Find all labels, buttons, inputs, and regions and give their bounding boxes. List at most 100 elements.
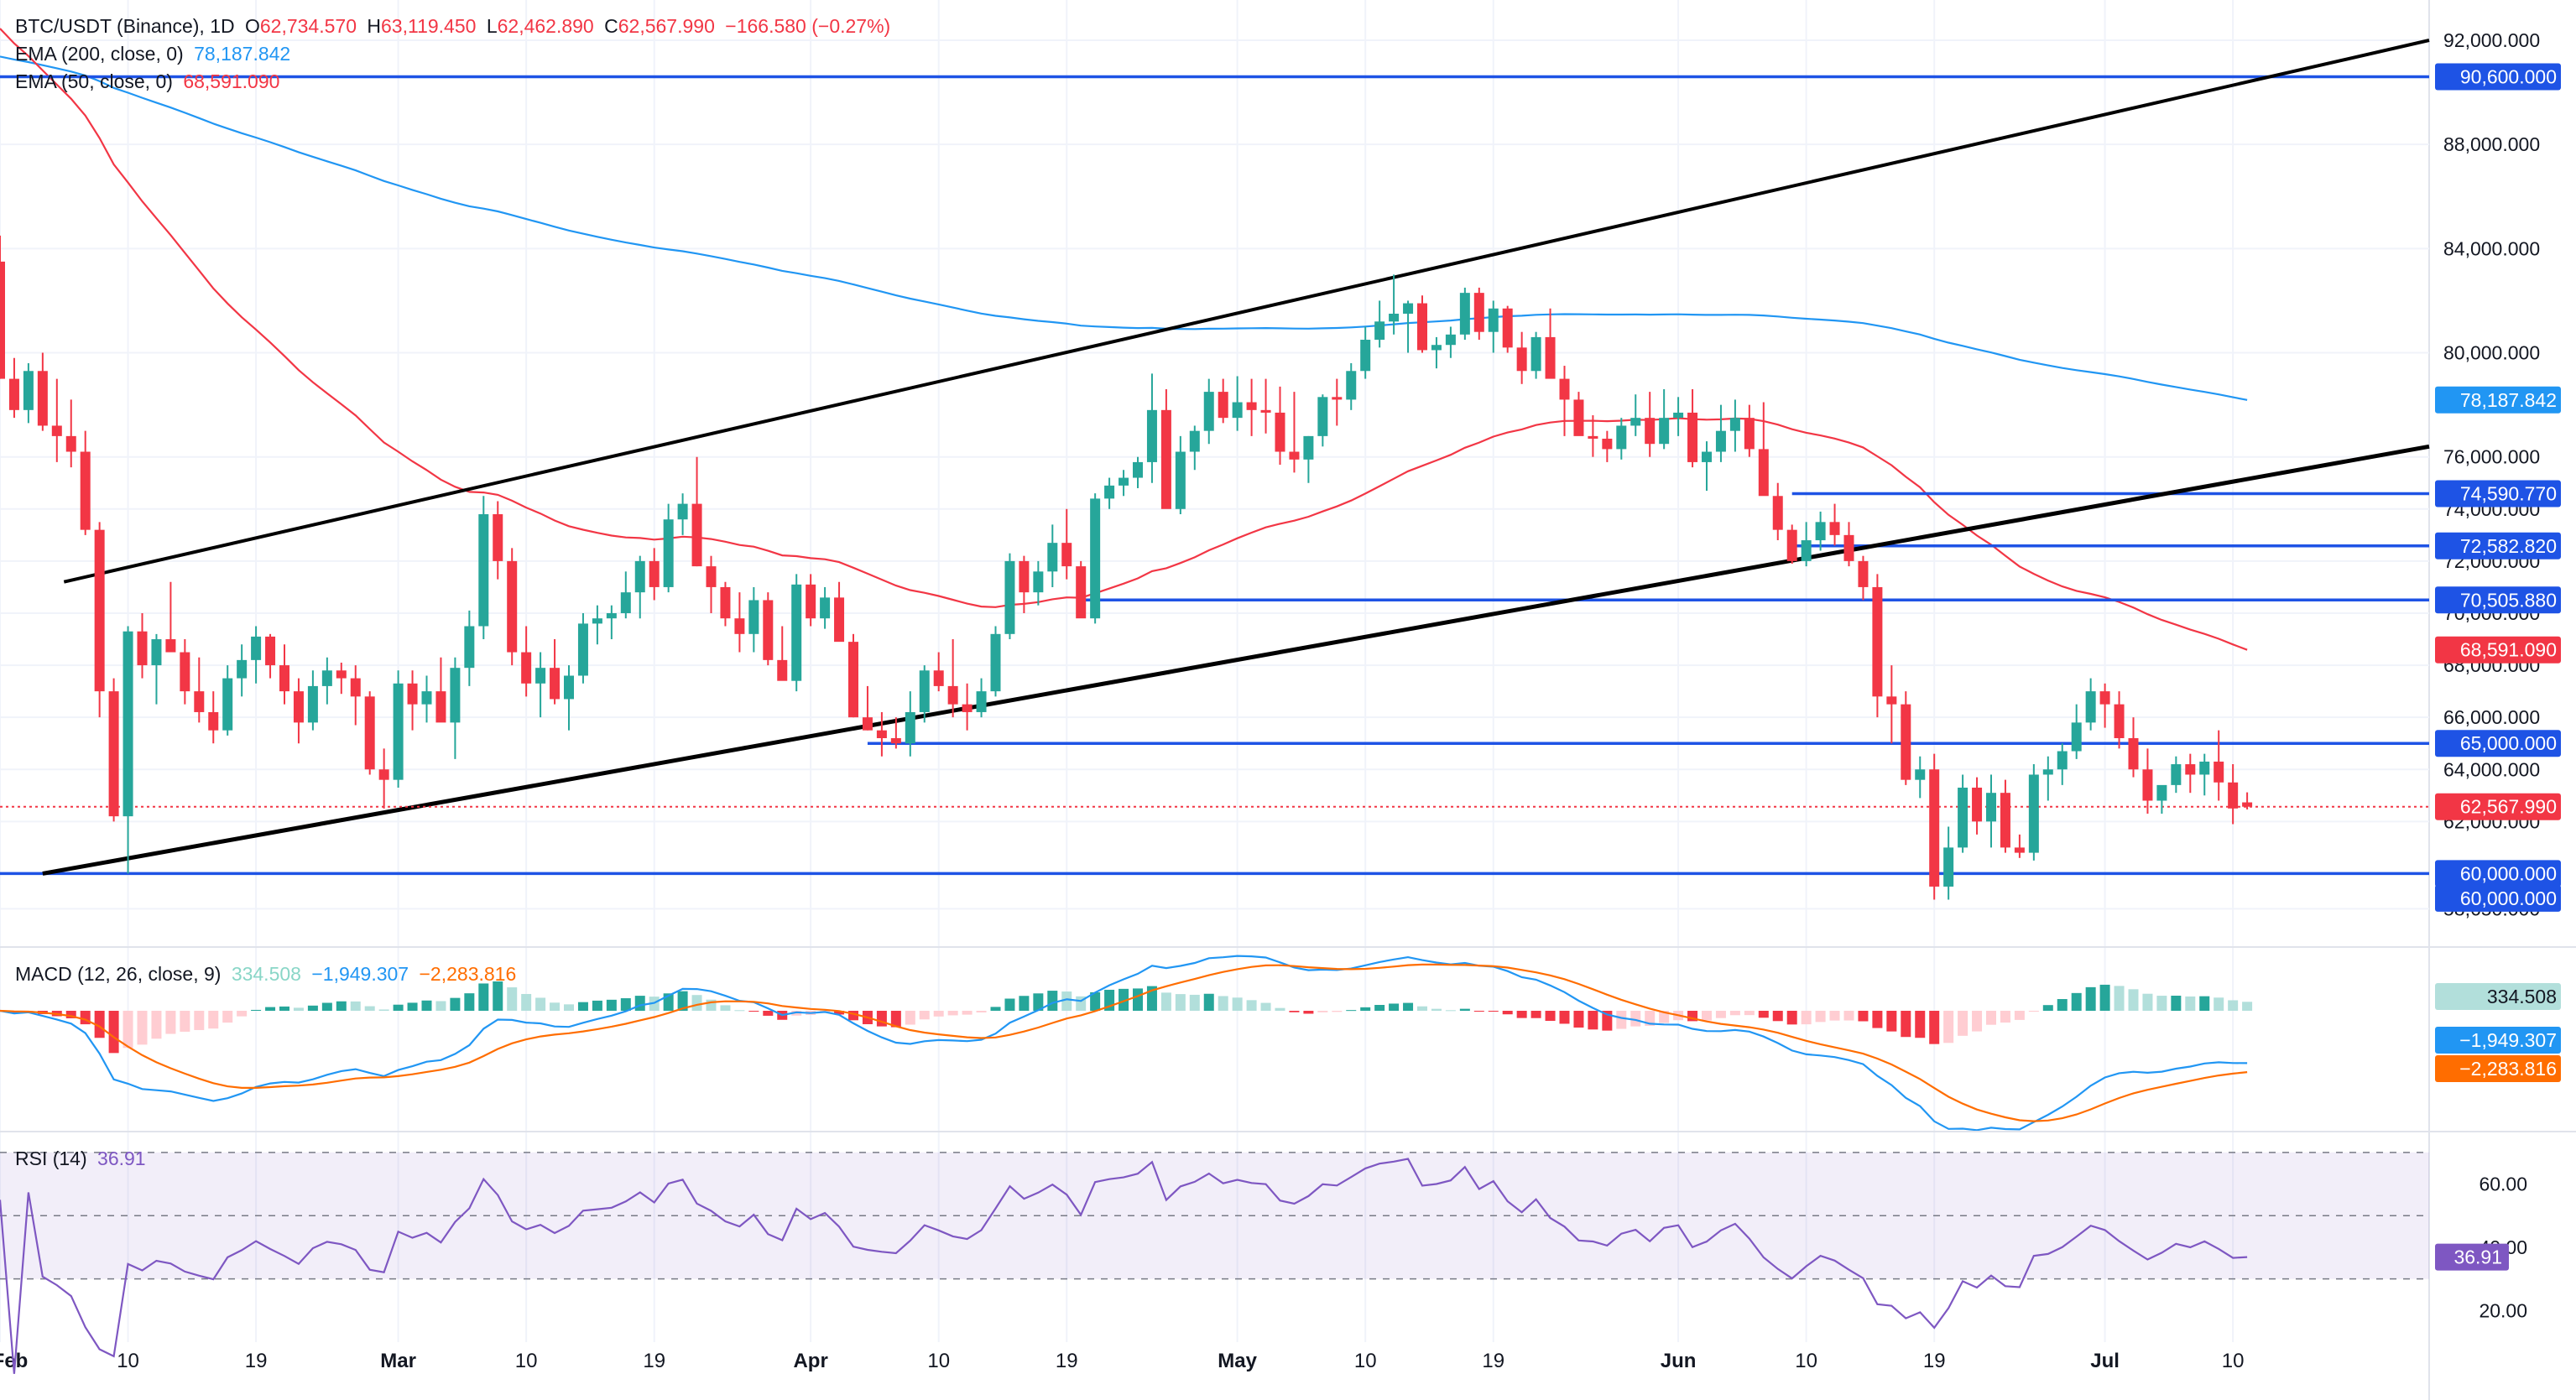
candle-body bbox=[806, 584, 816, 619]
candle-body bbox=[151, 639, 162, 666]
macd-hist-bar bbox=[976, 1011, 987, 1012]
macd-hist-bar bbox=[2085, 986, 2096, 1011]
macd-hist-bar bbox=[763, 1011, 774, 1016]
price-axis-label-box bbox=[2435, 532, 2561, 559]
candle-body bbox=[37, 371, 48, 426]
price-axis-label-box bbox=[2435, 884, 2561, 912]
candle-body bbox=[706, 566, 717, 587]
macd-pane-divider[interactable] bbox=[0, 946, 2576, 948]
candle-body bbox=[265, 636, 276, 666]
candle-body bbox=[905, 711, 915, 744]
macd-hist-bar bbox=[564, 1004, 574, 1011]
x-tick-label: 19 bbox=[1056, 1350, 1078, 1372]
macd-hist-bar bbox=[2028, 1011, 2039, 1012]
candle-body bbox=[1929, 769, 1940, 887]
candle-body bbox=[94, 529, 105, 692]
macd-hist-bar bbox=[2171, 996, 2182, 1011]
candle-body bbox=[307, 685, 318, 723]
macd-hist-bar bbox=[464, 993, 475, 1011]
x-tick-label: 10 bbox=[117, 1350, 139, 1372]
x-tick-label: 10 bbox=[1795, 1350, 1817, 1372]
macd-hist-bar bbox=[1901, 1011, 1911, 1038]
macd-hist-bar bbox=[1929, 1011, 1940, 1044]
macd-hist-bar bbox=[94, 1011, 105, 1038]
candle-body bbox=[165, 639, 176, 653]
candle-body bbox=[1588, 435, 1598, 439]
macd-hist-bar bbox=[535, 997, 546, 1011]
ema50-label: EMA (50, close, 0) bbox=[15, 70, 173, 92]
candle-body bbox=[237, 659, 248, 679]
candle-body bbox=[464, 626, 475, 669]
macd-hist-bar bbox=[321, 1002, 332, 1011]
symbol-legend[interactable]: BTC/USDT (Binance), 1D O62,734.570 H63,1… bbox=[15, 15, 895, 38]
macd-hist-bar bbox=[1872, 1011, 1883, 1028]
macd-hist-bar bbox=[1516, 1011, 1527, 1018]
candle-body bbox=[1431, 345, 1442, 351]
rsi-legend[interactable]: RSI (14) 36.91 bbox=[15, 1148, 151, 1170]
candle-body bbox=[23, 371, 34, 410]
rsi-pane-divider[interactable] bbox=[0, 1131, 2576, 1132]
macd-hist-bar bbox=[1275, 1007, 1285, 1011]
candle-body bbox=[1943, 847, 1954, 887]
channel-upper-line bbox=[63, 39, 2430, 584]
candle-body bbox=[1317, 397, 1328, 436]
macd-hist-value: 334.508 bbox=[231, 963, 301, 985]
macd-hist-bar bbox=[507, 987, 518, 1011]
ema200-legend[interactable]: EMA (200, close, 0) 78,187.842 bbox=[15, 43, 295, 65]
candle-body bbox=[1843, 534, 1854, 561]
price-axis-label: 65,000.000 bbox=[2460, 732, 2557, 754]
macd-hist-bar bbox=[2000, 1011, 2010, 1023]
macd-axis-label-box bbox=[2435, 1027, 2561, 1054]
y-tick-label: 88,000.000 bbox=[2443, 133, 2540, 155]
macd-hist-bar bbox=[450, 997, 461, 1011]
macd-hist-bar bbox=[1218, 996, 1228, 1011]
macd-hist-bar bbox=[1915, 1011, 1926, 1038]
ema50-legend[interactable]: EMA (50, close, 0) 68,591.090 bbox=[15, 70, 284, 93]
high-value: 63,119.450 bbox=[381, 15, 477, 37]
candle-body bbox=[2185, 764, 2196, 775]
price-axis-label-box bbox=[2435, 586, 2561, 614]
candle-body bbox=[507, 560, 518, 653]
candle-body bbox=[791, 584, 802, 681]
macd-hist-bar bbox=[1886, 1011, 1897, 1032]
candle-body bbox=[1715, 430, 1726, 452]
price-axis-label-box bbox=[2435, 636, 2561, 664]
macd-hist-bar bbox=[1431, 1008, 1442, 1011]
price-axis-label: 60,000.000 bbox=[2460, 887, 2557, 909]
candle-body bbox=[649, 560, 660, 587]
candle-body bbox=[1915, 769, 1926, 780]
candle-body bbox=[2142, 769, 2153, 801]
macd-hist-bar bbox=[1317, 1011, 1328, 1012]
candle-body bbox=[1502, 308, 1513, 348]
macd-hist-bar bbox=[834, 1011, 845, 1015]
candle-body bbox=[1659, 418, 1670, 445]
macd-hist-bar bbox=[1972, 1011, 1983, 1032]
rsi-tick-label: 60.00 bbox=[2479, 1174, 2527, 1195]
candle-body bbox=[80, 451, 91, 530]
candle-body bbox=[478, 514, 489, 627]
macd-hist-bar bbox=[1389, 1003, 1400, 1011]
candle-body bbox=[1133, 461, 1143, 478]
macd-hist-bar bbox=[1160, 992, 1171, 1011]
candle-body bbox=[862, 717, 873, 731]
ema200-label: EMA (200, close, 0) bbox=[15, 43, 184, 65]
macd-hist-bar bbox=[550, 1002, 561, 1011]
macd-axis-label: −1,949.307 bbox=[2459, 1029, 2557, 1051]
candle-body bbox=[564, 675, 574, 700]
macd-legend[interactable]: MACD (12, 26, close, 9) 334.508 −1,949.3… bbox=[15, 963, 521, 986]
macd-axis-label-box bbox=[2435, 1055, 2561, 1082]
macd-hist-bar bbox=[2156, 996, 2167, 1011]
candle-body bbox=[1702, 451, 1712, 462]
candle-body bbox=[820, 597, 831, 619]
candle-body bbox=[1403, 303, 1414, 314]
macd-hist-bar bbox=[265, 1007, 276, 1011]
macd-hist-bar bbox=[1772, 1011, 1783, 1022]
candle-body bbox=[1246, 402, 1257, 410]
macd-hist-bar bbox=[592, 1000, 602, 1011]
candle-body bbox=[592, 618, 602, 624]
price-axis-label-box bbox=[2435, 860, 2561, 887]
macd-hist-bar bbox=[1119, 988, 1129, 1011]
macd-hist-bar bbox=[350, 1001, 361, 1011]
candle-body bbox=[2171, 764, 2182, 785]
